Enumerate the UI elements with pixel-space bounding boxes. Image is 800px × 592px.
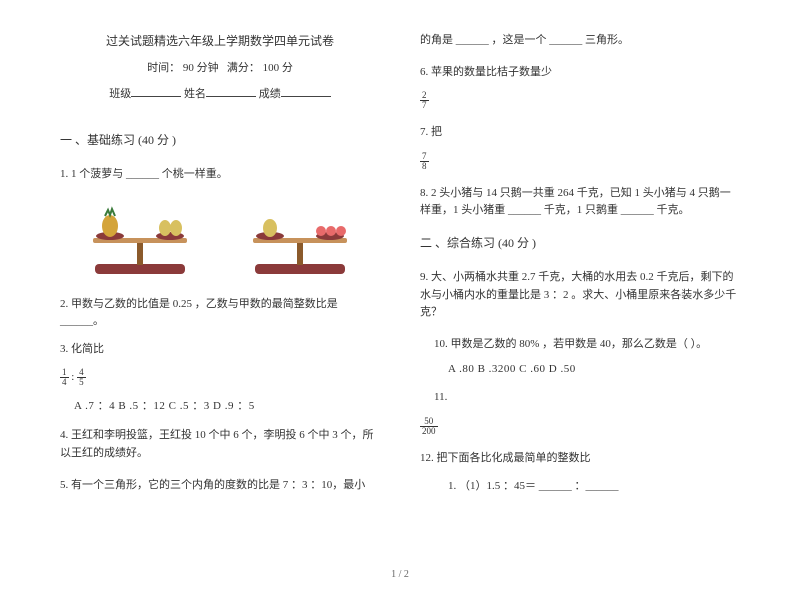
question-5: 5. 有一个三角形，它的三个内角的度数的比是 7 ：3 ：10，最小: [60, 477, 380, 495]
q6-frac: 2 7: [420, 91, 429, 110]
question-11-frac: 50 200: [420, 417, 740, 436]
question-6-frac: 2 7: [420, 91, 740, 110]
question-7-frac: 7 8: [420, 152, 740, 171]
time-label: 时间：: [147, 62, 180, 74]
question-6: 6. 苹果的数量比桔子数量少: [420, 64, 740, 82]
q3-frac-left: 1 4: [60, 368, 69, 387]
q3-frac-right: 4 5: [77, 368, 86, 387]
page-container: 过关试题精选六年级上学期数学四单元试卷 时间： 90 分钟 满分： 100 分 …: [60, 32, 740, 552]
question-3: 3. 化简比: [60, 341, 380, 359]
question-1: 1. 1 个菠萝与 ______ 个桃一样重。: [60, 166, 380, 184]
score-label: 满分：: [227, 62, 260, 74]
q7-frac: 7 8: [420, 152, 429, 171]
question-10-options: A .80 B .3200 C .60 D .50: [420, 363, 740, 375]
scales-illustration: [60, 206, 380, 276]
scale-left: [75, 206, 205, 276]
question-10: 10. 甲数是乙数的 80% ，若甲数是 40，那么乙数是（ ）。: [420, 336, 740, 354]
score-value: 100 分: [263, 62, 293, 74]
q2-tail: ______。: [60, 315, 104, 327]
question-2: 2. 甲数与乙数的比值是 0.25 ，乙数与甲数的最简整数比是 ______。: [60, 296, 380, 331]
class-label: 班级: [109, 88, 131, 100]
question-5b: 的角是 ______ ，这是一个 ______ 三角形。: [420, 32, 740, 50]
student-info-line: 班级 姓名 成绩: [60, 85, 380, 101]
question-3-frac: 1 4 : 4 5: [60, 368, 380, 387]
question-12: 12. 把下面各比化成最简单的整数比: [420, 450, 740, 468]
scale-right: [235, 206, 365, 276]
question-11: 11.: [420, 389, 740, 407]
left-column: 过关试题精选六年级上学期数学四单元试卷 时间： 90 分钟 满分： 100 分 …: [60, 32, 380, 552]
right-column: 的角是 ______ ，这是一个 ______ 三角形。 6. 苹果的数量比桔子…: [420, 32, 740, 552]
question-3-options: A .7 ：4 B .5 ：12 C .5 ：3 D .9 ：5: [60, 397, 380, 413]
question-7: 7. 把: [420, 124, 740, 142]
page-number: 1 / 2: [0, 569, 800, 580]
question-4: 4. 王红和李明投篮，王红投 10 个中 6 个，李明投 6 个中 3 个，所以…: [60, 427, 380, 462]
question-9: 9. 大、小两桶水共重 2.7 千克，大桶的水用去 0.2 千克后，剩下的水与小…: [420, 269, 740, 322]
section2-head: 二 、综合练习 (40 分 ): [420, 234, 740, 251]
time-value: 90 分钟: [183, 62, 219, 74]
q11-frac: 50 200: [420, 417, 438, 436]
exam-title: 过关试题精选六年级上学期数学四单元试卷: [60, 32, 380, 49]
q2-text: 2. 甲数与乙数的比值是 0.25 ，乙数与甲数的最简整数比是: [60, 298, 338, 310]
exam-time-score: 时间： 90 分钟 满分： 100 分: [60, 59, 380, 75]
grade-label: 成绩: [259, 88, 281, 100]
question-12-sub: 1. （1）1.5 ：45＝ ______ ：______: [420, 478, 740, 496]
question-8: 8. 2 头小猪与 14 只鹅一共重 264 千克，已知 1 头小猪与 4 只鹅…: [420, 185, 740, 220]
q3-sep: :: [71, 371, 74, 383]
name-label: 姓名: [184, 88, 206, 100]
section1-head: 一 、基础练习 (40 分 ): [60, 131, 380, 148]
